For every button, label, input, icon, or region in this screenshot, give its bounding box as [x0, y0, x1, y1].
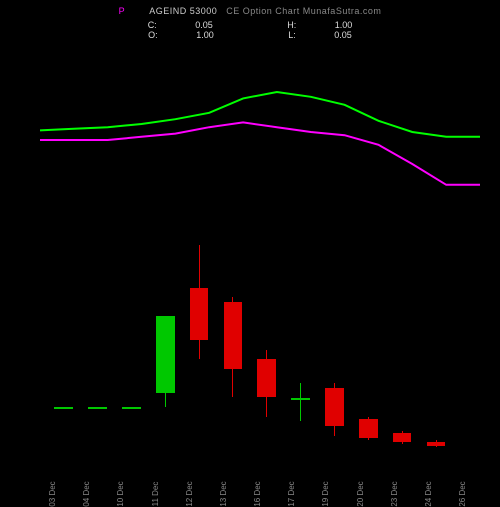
candle-body — [325, 388, 344, 426]
candlestick-panel — [40, 240, 480, 450]
x-axis-tick: 19 Dec — [321, 481, 323, 506]
indicator-lines-panel — [40, 60, 480, 220]
ohlc-l: L: 0.05 — [270, 30, 370, 40]
x-axis-tick: 13 Dec — [219, 481, 221, 506]
candle-wick — [300, 383, 301, 421]
candle-body — [54, 407, 73, 409]
x-axis-tick: 11 Dec — [151, 482, 153, 507]
title-prefix: P — [119, 6, 126, 16]
title-main: AGEIND 53000 — [149, 6, 217, 16]
candle-body — [88, 407, 107, 409]
x-axis-tick: 20 Dec — [356, 481, 358, 506]
x-axis-tick: 12 Dec — [185, 481, 187, 506]
ohlc-readout: C: 0.05 H: 1.00 O: 1.00 L: 0.05 — [0, 20, 500, 40]
x-axis-tick: 03 Dec — [48, 481, 50, 506]
x-axis-tick: 26 Dec — [458, 481, 460, 506]
chart-title: P AGEIND 53000 CE Option Chart MunafaSut… — [0, 6, 500, 16]
ohlc-o: O: 1.00 — [130, 30, 232, 40]
x-axis-tick: 24 Dec — [424, 481, 426, 506]
x-axis-tick: 10 Dec — [116, 481, 118, 506]
candle-body — [359, 419, 378, 437]
candle-body — [224, 302, 243, 369]
line-chart-svg — [40, 60, 480, 220]
candle-body — [393, 433, 412, 443]
x-axis-tick: 23 Dec — [390, 481, 392, 506]
ohlc-c: C: 0.05 — [130, 20, 231, 30]
candle-body — [122, 407, 141, 409]
title-rest: CE Option Chart MunafaSutra.com — [226, 6, 381, 16]
x-axis: 03 Dec04 Dec10 Dec11 Dec12 Dec13 Dec16 D… — [40, 454, 480, 500]
candle-body — [291, 398, 310, 400]
candle-body — [190, 288, 209, 341]
x-axis-tick: 17 Dec — [287, 481, 289, 506]
candle-body — [156, 316, 175, 392]
candle-body — [257, 359, 276, 397]
ohlc-h: H: 1.00 — [269, 20, 370, 30]
indicator-line — [40, 92, 480, 137]
x-axis-tick: 16 Dec — [253, 481, 255, 506]
x-axis-tick: 04 Dec — [82, 481, 84, 506]
candle-body — [427, 442, 446, 446]
